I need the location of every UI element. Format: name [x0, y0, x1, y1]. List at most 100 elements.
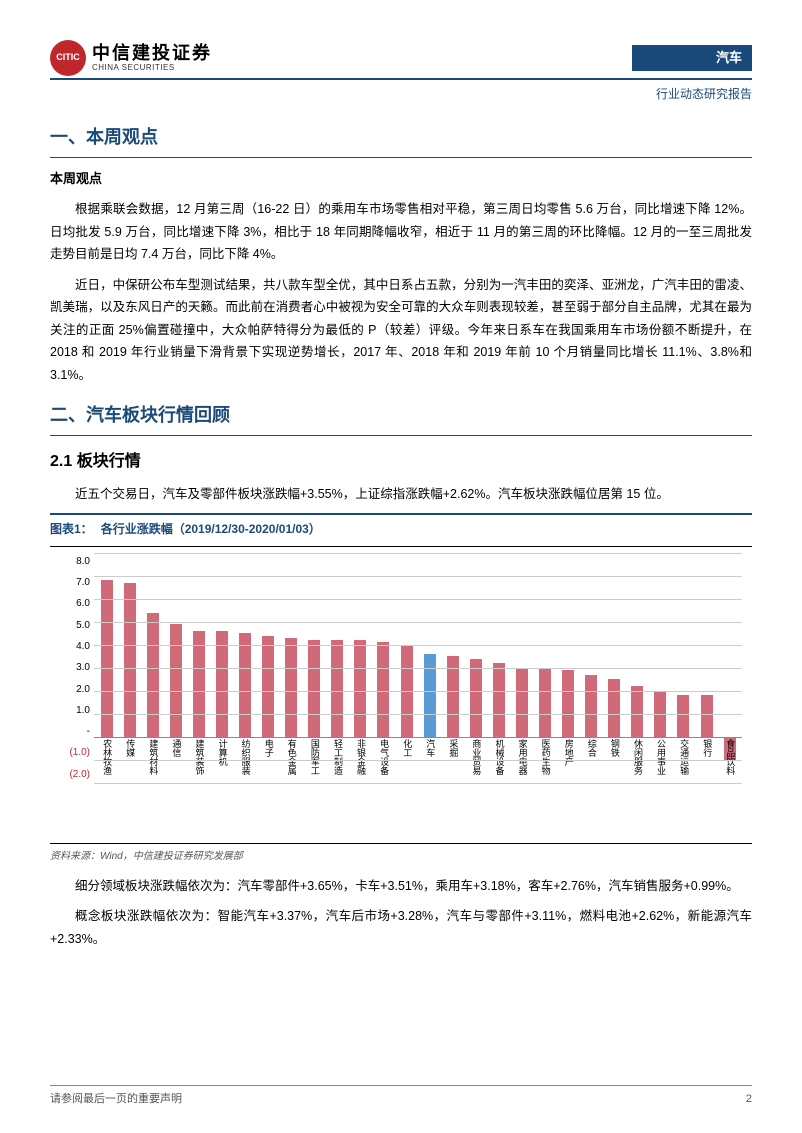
y-tick-label: (1.0) [60, 744, 90, 761]
y-tick-label: 2.0 [60, 681, 90, 698]
grid-line [94, 576, 742, 577]
bar [308, 640, 320, 737]
x-tick-label: 电气设备 [376, 739, 391, 775]
bar [147, 613, 159, 737]
bar [539, 668, 551, 737]
x-tick-label: 传媒 [122, 739, 137, 757]
chart-source: 资料来源：Wind，中信建投证券研究发展部 [50, 848, 752, 865]
x-tick-label: 通信 [168, 739, 183, 757]
grid-line [94, 599, 742, 600]
bar [701, 695, 713, 736]
y-tick-label: - [60, 723, 90, 740]
grid-line [94, 553, 742, 554]
y-tick-label: 8.0 [60, 553, 90, 570]
chart-container: 8.0 7.0 6.0 5.0 4.0 3.0 2.0 1.0 - (1.0) (2.0) 农林牧渔… [50, 546, 752, 844]
report-type: 行业动态研究报告 [50, 84, 752, 104]
x-tick-label: 商业贸易 [468, 739, 483, 775]
bar [493, 663, 505, 737]
grid-line [94, 714, 742, 715]
x-tick-label: 采掘 [445, 739, 460, 757]
x-tick-label: 建筑装饰 [191, 739, 206, 775]
logo: CITIC 中信建投证券 CHINA SECURITIES [50, 40, 212, 76]
section1-para2: 近日，中保研公布车型测试结果，共八款车型全优，其中日系占五款，分别为一汽丰田的奕… [50, 274, 752, 387]
section2-para3: 概念板块涨跌幅依次为：智能汽车+3.37%，汽车后市场+3.28%，汽车与零部件… [50, 905, 752, 950]
bar [170, 624, 182, 737]
bar [677, 695, 689, 736]
y-tick-label: (2.0) [60, 766, 90, 783]
x-tick-label: 有色金属 [284, 739, 299, 775]
bar [239, 633, 251, 737]
x-tick-label: 非银金融 [353, 739, 368, 775]
chart-caption-label: 图表1： [50, 519, 93, 539]
y-tick-label: 6.0 [60, 595, 90, 612]
bar [562, 670, 574, 737]
section2-title: 二、汽车板块行情回顾 [50, 400, 752, 436]
x-tick-label: 医药生物 [537, 739, 552, 775]
chart-plot: 农林牧渔传媒建筑材料通信建筑装饰计算机纺织服装电子有色金属国防军工轻工制造非银金… [94, 553, 742, 783]
logo-icon: CITIC [50, 40, 86, 76]
x-tick-label: 计算机 [214, 739, 229, 766]
section1-title: 一、本周观点 [50, 122, 752, 158]
section1-subtitle: 本周观点 [50, 168, 752, 190]
x-tick-label: 机械设备 [491, 739, 506, 775]
grid-line [94, 737, 742, 738]
bar [377, 642, 389, 736]
chart-caption-text: 各行业涨跌幅（2019/12/30-2020/01/03） [101, 519, 321, 539]
bar [262, 636, 274, 737]
y-tick-label: 4.0 [60, 638, 90, 655]
bar [216, 631, 228, 737]
x-tick-label: 钢铁 [607, 739, 622, 757]
x-tick-label: 汽车 [422, 739, 437, 757]
grid-line [94, 783, 742, 784]
y-tick-label: 1.0 [60, 702, 90, 719]
bar [285, 638, 297, 737]
x-tick-label: 国防军工 [307, 739, 322, 775]
header-tag: 汽车 [632, 45, 752, 71]
logo-text-cn: 中信建投证券 [92, 44, 212, 64]
grid-line [94, 645, 742, 646]
grid-line [94, 760, 742, 761]
x-tick-label: 房地产 [560, 739, 575, 766]
section2-para1: 近五个交易日，汽车及零部件板块涨跌幅+3.55%，上证综指涨跌幅+2.62%。汽… [50, 483, 752, 506]
y-tick-label: 7.0 [60, 574, 90, 591]
grid-line [94, 622, 742, 623]
bar [470, 659, 482, 737]
x-tick-label: 食品饮料 [722, 739, 737, 775]
page-footer: 请参阅最后一页的重要声明 2 [50, 1085, 752, 1109]
chart-y-axis: 8.0 7.0 6.0 5.0 4.0 3.0 2.0 1.0 - (1.0) (2.0) [60, 553, 94, 783]
y-tick-label: 5.0 [60, 617, 90, 634]
x-tick-label: 农林牧渔 [99, 739, 114, 775]
section2-para2: 细分领域板块涨跌幅依次为：汽车零部件+3.65%，卡车+3.51%，乘用车+3.… [50, 875, 752, 898]
chart-x-labels-space [60, 783, 742, 839]
x-tick-label: 交通运输 [676, 739, 691, 775]
bar [354, 640, 366, 737]
bar [631, 686, 643, 737]
chart-caption: 图表1： 各行业涨跌幅（2019/12/30-2020/01/03） [50, 513, 752, 539]
section1-para1: 根据乘联会数据，12 月第三周（16-22 日）的乘用车市场零售相对平稳，第三周… [50, 198, 752, 266]
footer-disclaimer: 请参阅最后一页的重要声明 [50, 1090, 182, 1109]
page-number: 2 [746, 1090, 752, 1109]
grid-line [94, 691, 742, 692]
chart-area: 8.0 7.0 6.0 5.0 4.0 3.0 2.0 1.0 - (1.0) (2.0) 农林牧渔… [60, 553, 742, 783]
section2-sub: 2.1 板块行情 [50, 448, 752, 475]
x-tick-label: 家用电器 [514, 739, 529, 775]
x-tick-label: 建筑材料 [145, 739, 160, 775]
x-tick-label: 化工 [399, 739, 414, 757]
x-tick-label: 纺织服装 [237, 739, 252, 775]
x-tick-label: 休闲服务 [630, 739, 645, 775]
bar [193, 631, 205, 737]
bar [331, 640, 343, 737]
x-tick-label: 综合 [584, 739, 599, 757]
x-tick-label: 轻工制造 [330, 739, 345, 775]
x-tick-label: 银行 [699, 739, 714, 757]
x-tick-label: 公用事业 [653, 739, 668, 775]
bar [424, 654, 436, 737]
logo-text-en: CHINA SECURITIES [92, 64, 212, 73]
bar [516, 668, 528, 737]
page-header: CITIC 中信建投证券 CHINA SECURITIES 汽车 [50, 40, 752, 80]
bar [608, 679, 620, 737]
y-tick-label: 3.0 [60, 659, 90, 676]
x-tick-label: 电子 [260, 739, 275, 757]
grid-line [94, 668, 742, 669]
bar [585, 675, 597, 737]
